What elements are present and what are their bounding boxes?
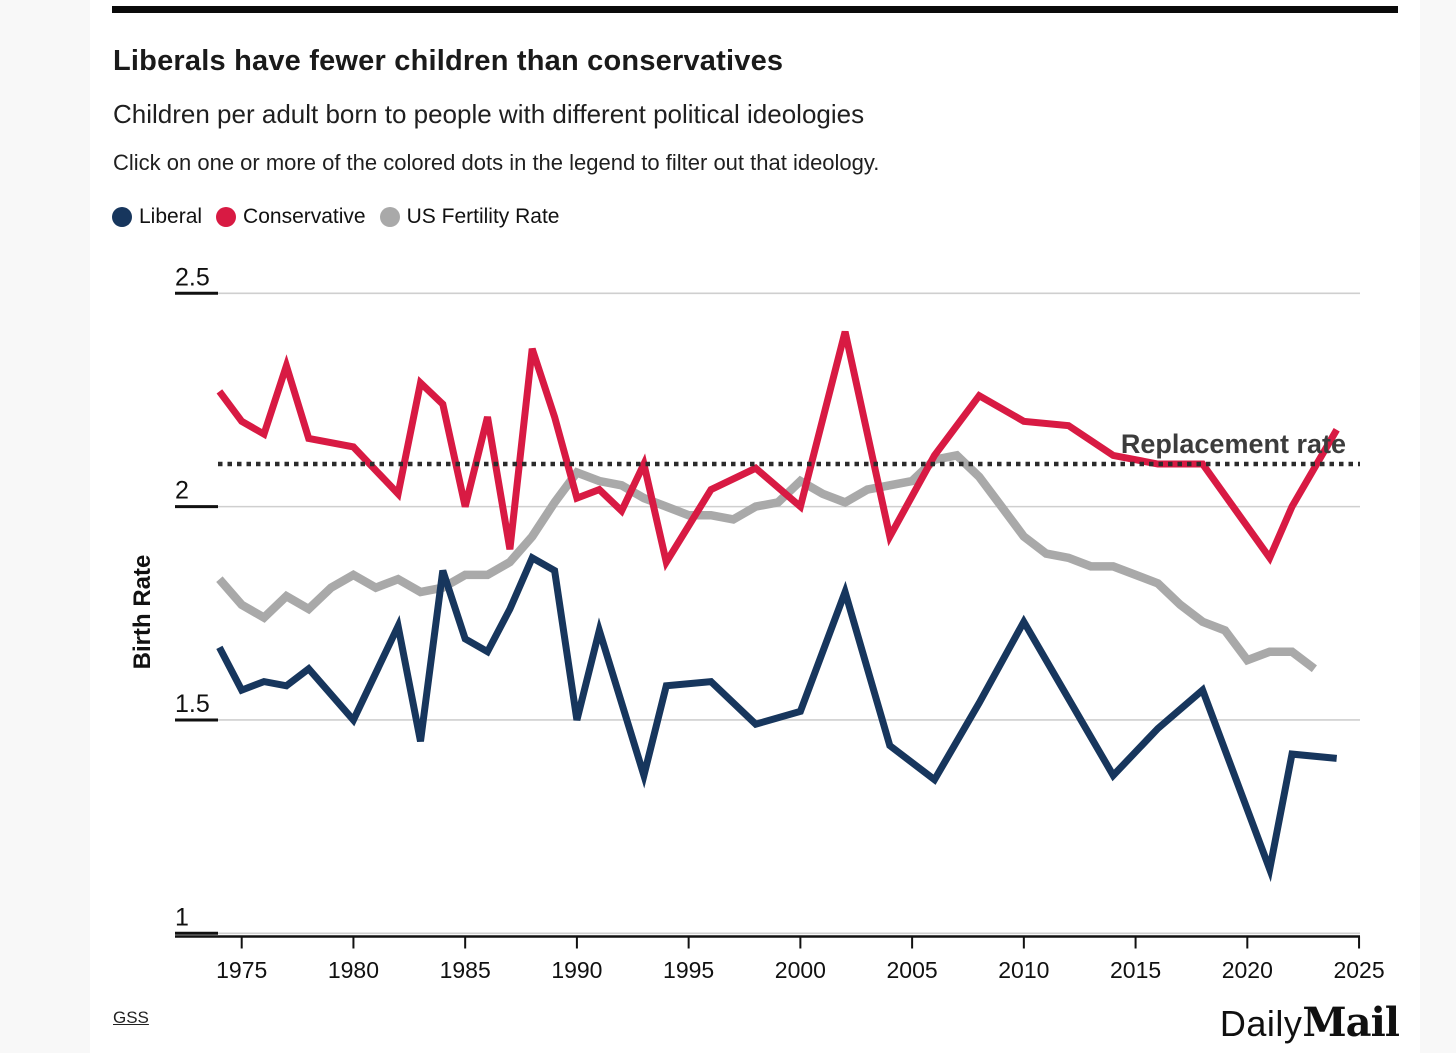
x-tick-label-2010: 2010 [998,957,1049,983]
x-tick-label-1990: 1990 [551,957,602,983]
us-fertility-rate-line [216,450,1317,673]
x-tick-label-1995: 1995 [663,957,714,983]
legend-hint: Click on one or more of the colored dots… [113,150,880,175]
left-margin [0,0,90,1053]
legend-item-conservative[interactable]: Conservative [216,205,366,229]
x-tick-label-2000: 2000 [775,957,826,983]
legend-label: Conservative [243,205,366,228]
legend-label: US Fertility Rate [406,205,560,228]
right-margin [1420,0,1456,1053]
y-tick-label-1: 1 [175,903,189,931]
y-tick-label-2.5: 2.5 [175,263,210,291]
x-tick-label-2025: 2025 [1333,957,1384,983]
chart-legend: Liberal Conservative US Fertility Rate [112,205,573,229]
x-tick-label-2005: 2005 [887,957,938,983]
legend-label: Liberal [139,205,203,228]
page-subtitle: Children per adult born to people with d… [113,99,865,129]
x-tick-label-1980: 1980 [328,957,379,983]
legend-item-us-fertility-rate[interactable]: US Fertility Rate [379,205,560,229]
legend-dot-icon[interactable] [112,207,132,227]
y-tick-label-2: 2 [175,477,189,505]
legend-dot-icon[interactable] [379,207,400,227]
y-axis-label: Birth Rate [129,555,156,670]
logo-mail-text: Mail [1302,999,1400,1046]
x-tick-label-2015: 2015 [1110,957,1161,983]
logo-daily-text: Daily [1219,1003,1303,1044]
legend-dot-icon[interactable] [216,207,237,227]
replacement-rate-label: Replacement rate [1121,429,1346,459]
liberal-line [216,552,1338,883]
top-divider-bar [112,6,1398,13]
conservative-line [216,330,1340,572]
source-link[interactable]: GSS [113,1008,149,1027]
x-tick-label-2020: 2020 [1222,957,1273,983]
page-title: Liberals have fewer children than conser… [113,45,784,77]
x-tick-label-1975: 1975 [216,957,267,983]
legend-item-liberal[interactable]: Liberal [112,205,202,229]
dailymail-logo: Daily Mail [1219,999,1400,1046]
y-tick-label-1.5: 1.5 [175,690,210,718]
x-tick-label-1985: 1985 [440,957,491,983]
